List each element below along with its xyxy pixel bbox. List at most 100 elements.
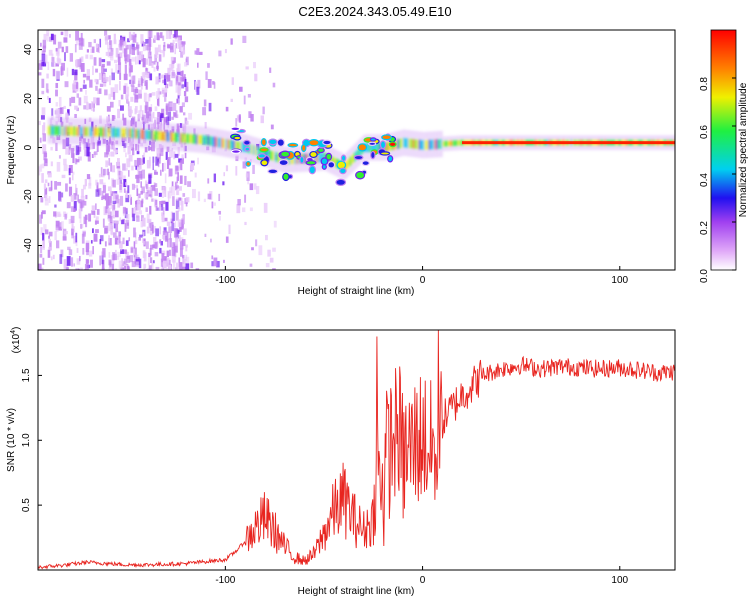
heatmap-cell: [140, 129, 143, 140]
heatmap-cell: [179, 132, 182, 143]
heatmap-cell: [41, 107, 46, 115]
heatmap-cell: [147, 114, 152, 122]
heatmap-cell: [247, 180, 249, 185]
heatmap-cell: [131, 147, 135, 156]
heatmap-cell: [117, 240, 120, 245]
heatmap-cell: [160, 258, 164, 267]
heatmap-cell: [130, 196, 133, 205]
heatmap-cell: [63, 158, 67, 166]
heatmap-cell: [227, 139, 229, 150]
heatmap-cell: [143, 157, 145, 164]
heatmap-cell: [249, 183, 254, 191]
heatmap-cell: [349, 156, 352, 167]
heatmap-cell: [149, 127, 154, 132]
heatmap-cell: [179, 222, 182, 232]
heatmap-cell: [151, 198, 154, 202]
heatmap-cell: [93, 233, 98, 242]
heatmap-cell: [222, 181, 225, 186]
heatmap-cell: [79, 255, 81, 262]
heatmap-cell: [143, 152, 146, 159]
heatmap-cell: [230, 38, 233, 45]
heatmap-cell: [163, 41, 166, 48]
heatmap-cell: [75, 232, 78, 243]
heatmap-cell: [450, 140, 452, 147]
heatmap-cell: [155, 228, 160, 237]
heatmap-cell: [151, 62, 154, 68]
heatmap-cell: [124, 208, 128, 219]
heatmap-cell: [66, 256, 71, 266]
heatmap-cell: [81, 126, 83, 137]
heatmap-cell: [137, 54, 141, 65]
heatmap-cell: [71, 174, 74, 181]
heatmap-cell: [187, 181, 192, 187]
heatmap-cell: [103, 68, 107, 72]
heatmap-cell: [68, 168, 71, 176]
heatmap-cell: [51, 125, 54, 136]
colorbar-tick-label: 0.8: [699, 77, 710, 91]
heatmap-cell: [83, 79, 86, 84]
heatmap-cell: [309, 150, 318, 159]
heatmap-cell: [65, 147, 70, 155]
heatmap-cell: [218, 193, 221, 202]
heatmap-cell: [177, 64, 180, 69]
heatmap-cell: [80, 195, 85, 203]
heatmap-cell: [60, 192, 64, 198]
heatmap-cell: [44, 179, 48, 184]
heatmap-cell: [134, 184, 138, 189]
heatmap-cell: [166, 257, 170, 267]
heatmap-cell: [96, 182, 99, 193]
heatmap-cell: [122, 207, 127, 214]
heatmap-cell: [181, 200, 184, 211]
heatmap-cell: [420, 139, 423, 150]
heatmap-cell: [126, 127, 129, 138]
heatmap-cell: [110, 191, 115, 196]
heatmap-cell: [126, 158, 131, 168]
heatmap-cell: [157, 88, 161, 98]
heatmap-cell: [95, 218, 98, 223]
heatmap-cell: [250, 114, 254, 122]
heatmap-cell: [176, 176, 179, 183]
heatmap-cell: [85, 242, 90, 253]
heatmap-cell: [118, 127, 121, 138]
heatmap-cell: [71, 96, 76, 103]
heatmap-cell: [351, 154, 354, 165]
heatmap-cell: [142, 114, 146, 125]
snr-y-label: SNR (10 * v/v): [6, 408, 17, 472]
heatmap-cell: [48, 97, 51, 104]
heatmap-cell: [135, 254, 139, 259]
heatmap-cell: [47, 172, 52, 178]
heatmap-cell: [138, 236, 142, 241]
heatmap-cell: [64, 213, 67, 220]
heatmap-cell: [172, 57, 176, 63]
heatmap-cell: [148, 147, 152, 151]
heatmap-cell: [110, 47, 114, 55]
heatmap-cell: [119, 80, 121, 91]
heatmap-cell: [107, 218, 112, 222]
heatmap-cell: [92, 65, 94, 76]
heatmap-cell: [131, 46, 136, 55]
heatmap-cell: [107, 127, 109, 138]
heatmap-cell: [259, 147, 269, 153]
heatmap-cell: [122, 163, 126, 171]
heatmap-cell: [194, 172, 197, 178]
heatmap-cell: [102, 195, 107, 200]
heatmap-cell: [120, 127, 123, 138]
heatmap-cell: [136, 150, 140, 155]
heatmap-cell: [312, 144, 315, 172]
heatmap-cell: [132, 213, 136, 222]
heatmap-cell: [179, 237, 184, 241]
heatmap-cell: [132, 35, 137, 43]
heatmap-cell: [95, 203, 97, 210]
heatmap-cell: [179, 41, 183, 48]
heatmap-cell: [207, 178, 210, 184]
heatmap-cell: [175, 110, 178, 119]
heatmap-cell: [131, 165, 134, 171]
heatmap-cell: [244, 146, 251, 152]
heatmap-cell: [74, 44, 77, 53]
heatmap-cell: [72, 153, 75, 164]
heatmap-cell: [52, 117, 55, 144]
heatmap-cell: [63, 52, 66, 62]
heatmap-cell: [194, 50, 197, 55]
heatmap-cell: [237, 199, 241, 206]
heatmap-cell: [40, 244, 43, 254]
